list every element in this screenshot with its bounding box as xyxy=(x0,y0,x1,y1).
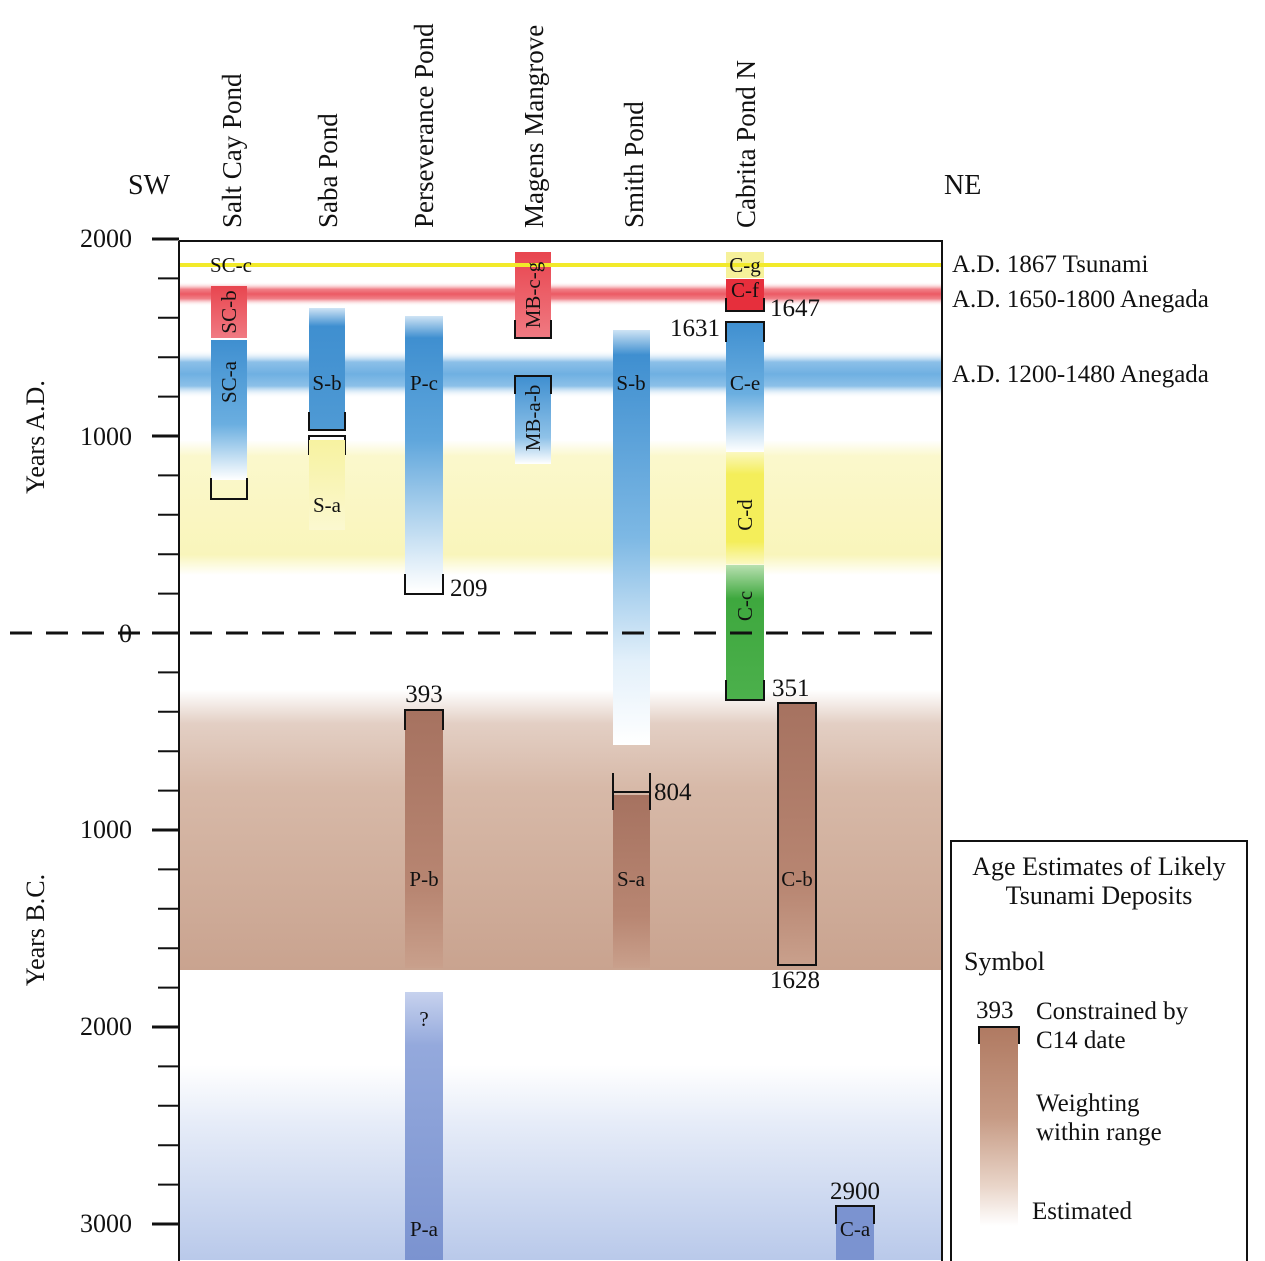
bracket-c-e xyxy=(725,321,765,342)
bracket-s-a-smith xyxy=(612,773,651,810)
deposit-label-p-a: P-a xyxy=(410,1217,439,1241)
event-label-1200-1480: A.D. 1200-1480 Anegada xyxy=(952,361,1209,388)
deposit-label-c-b: C-b xyxy=(781,867,813,891)
column-header-saba-pond: Saba Pond xyxy=(313,113,343,228)
deposit-label-p-c: P-c xyxy=(410,371,438,395)
column-header-salt-cay-pond: Salt Cay Pond xyxy=(217,73,247,228)
tick-label-2000-bc: 2000 xyxy=(80,1012,132,1041)
deposit-label-s-a-saba: S-a xyxy=(313,493,342,517)
legend-title-line-1: Age Estimates of Likely xyxy=(972,852,1226,881)
tick-label-1000-ad: 1000 xyxy=(80,422,132,451)
date-label-351: 351 xyxy=(772,675,810,702)
deposit-label-c-e: C-e xyxy=(730,371,760,395)
direction-ne: NE xyxy=(944,170,981,201)
column-header-smith-pond: Smith Pond xyxy=(619,101,649,228)
legend-weighting: Weighting within range xyxy=(1036,1089,1162,1147)
bracket-mb-c-g xyxy=(514,320,552,339)
deposit-c-a xyxy=(836,1206,874,1260)
band-bc-1700 xyxy=(179,690,942,970)
deposit-label-s-a-smith: S-a xyxy=(617,867,646,891)
deposit-label-p-a-question: ? xyxy=(419,1007,428,1031)
date-label-804: 804 xyxy=(654,779,692,806)
legend-estimated: Estimated xyxy=(1032,1198,1132,1225)
date-label-209: 209 xyxy=(450,575,488,602)
tick-label-0: 0 xyxy=(119,619,132,648)
deposit-label-c-f: C-f xyxy=(731,278,759,302)
axis-title-bc: Years B.C. xyxy=(21,874,50,986)
legend-gradient-swatch xyxy=(980,1028,1018,1226)
deposit-p-b xyxy=(405,710,443,968)
legend-example-date: 393 xyxy=(976,997,1014,1024)
legend-constrained: Constrained by C14 date xyxy=(1036,997,1188,1055)
event-band-1200-1480 xyxy=(179,350,942,398)
deposit-label-mb-a-b: MB-a-b xyxy=(521,385,545,452)
tick-label-3000-bc: 3000 xyxy=(80,1209,132,1238)
event-label-1650-1800: A.D. 1650-1800 Anegada xyxy=(952,286,1209,313)
deposit-sc-a xyxy=(211,340,247,480)
deposit-c-f xyxy=(726,279,764,311)
event-band-1650-1800 xyxy=(179,282,942,306)
column-header-perseverance-pond: Perseverance Pond xyxy=(409,23,439,228)
bracket-mb-a-b xyxy=(514,375,552,394)
bracket-c-c xyxy=(725,680,765,701)
bracket-p-c xyxy=(404,574,444,595)
legend-weighting-line-1: Weighting xyxy=(1036,1090,1140,1117)
date-label-1628: 1628 xyxy=(770,967,820,994)
band-ad-700 xyxy=(179,440,942,575)
deposit-sc-b xyxy=(211,286,247,338)
deposit-s-b-saba xyxy=(309,308,345,430)
bracket-c-a xyxy=(835,1205,875,1224)
deposit-label-sc-c: SC-c xyxy=(210,253,252,277)
y-axis-ticks xyxy=(152,237,179,1226)
axis-title-ad: Years A.D. xyxy=(21,380,50,494)
deposit-label-sc-b: SC-b xyxy=(217,290,241,333)
deposit-p-c xyxy=(405,316,443,591)
band-bc-2900 xyxy=(179,1065,942,1260)
deposit-s-a-saba xyxy=(309,440,345,530)
tick-label-1000-bc: 1000 xyxy=(80,815,132,844)
deposit-label-sc-a: SC-a xyxy=(217,360,241,403)
bracket-p-b xyxy=(404,709,444,730)
deposit-c-b xyxy=(777,702,817,966)
event-label-1867: A.D. 1867 Tsunami xyxy=(952,251,1148,278)
legend: Age Estimates of Likely Tsunami Deposits… xyxy=(950,840,1248,1261)
date-label-1631: 1631 xyxy=(670,315,720,342)
deposit-s-a-smith xyxy=(613,795,650,968)
date-label-1647: 1647 xyxy=(770,295,820,322)
deposit-s-b-smith xyxy=(613,330,650,745)
deposit-label-c-g: C-g xyxy=(729,253,761,277)
deposit-c-d xyxy=(726,452,764,564)
deposit-c-e xyxy=(726,322,764,452)
column-header-magens-mangrove: Magens Mangrove xyxy=(519,25,549,228)
direction-sw: SW xyxy=(128,170,171,201)
bracket-s-b-saba xyxy=(308,412,346,431)
legend-title: Age Estimates of Likely Tsunami Deposits xyxy=(952,852,1246,910)
column-header-cabrita-pond-n: Cabrita Pond N xyxy=(731,60,761,228)
legend-symbol-heading: Symbol xyxy=(964,947,1045,976)
deposit-label-c-a: C-a xyxy=(840,1217,871,1241)
legend-bracket xyxy=(978,1026,1020,1044)
deposit-mb-a-b xyxy=(515,376,551,464)
tick-label-2000-ad: 2000 xyxy=(80,224,132,253)
legend-weighting-line-2: within range xyxy=(1036,1119,1162,1146)
legend-title-line-2: Tsunami Deposits xyxy=(1005,881,1193,910)
date-label-393: 393 xyxy=(405,681,443,708)
deposit-label-mb-c-g: MB-c-g xyxy=(521,261,545,328)
deposit-label-c-d: C-d xyxy=(733,499,757,531)
deposit-p-a xyxy=(405,992,443,1260)
deposit-label-c-c: C-c xyxy=(733,591,757,621)
date-label-2900: 2900 xyxy=(830,1178,880,1205)
legend-constrained-line-2: C14 date xyxy=(1036,1027,1126,1054)
deposit-label-s-b-smith: S-b xyxy=(616,371,645,395)
event-line-1867 xyxy=(179,263,942,267)
deposit-label-s-b-saba: S-b xyxy=(312,371,341,395)
legend-constrained-line-1: Constrained by xyxy=(1036,998,1189,1025)
bracket-c-f xyxy=(725,298,765,312)
deposit-label-p-b: P-b xyxy=(409,867,438,891)
bracket-sc-a xyxy=(210,478,248,500)
